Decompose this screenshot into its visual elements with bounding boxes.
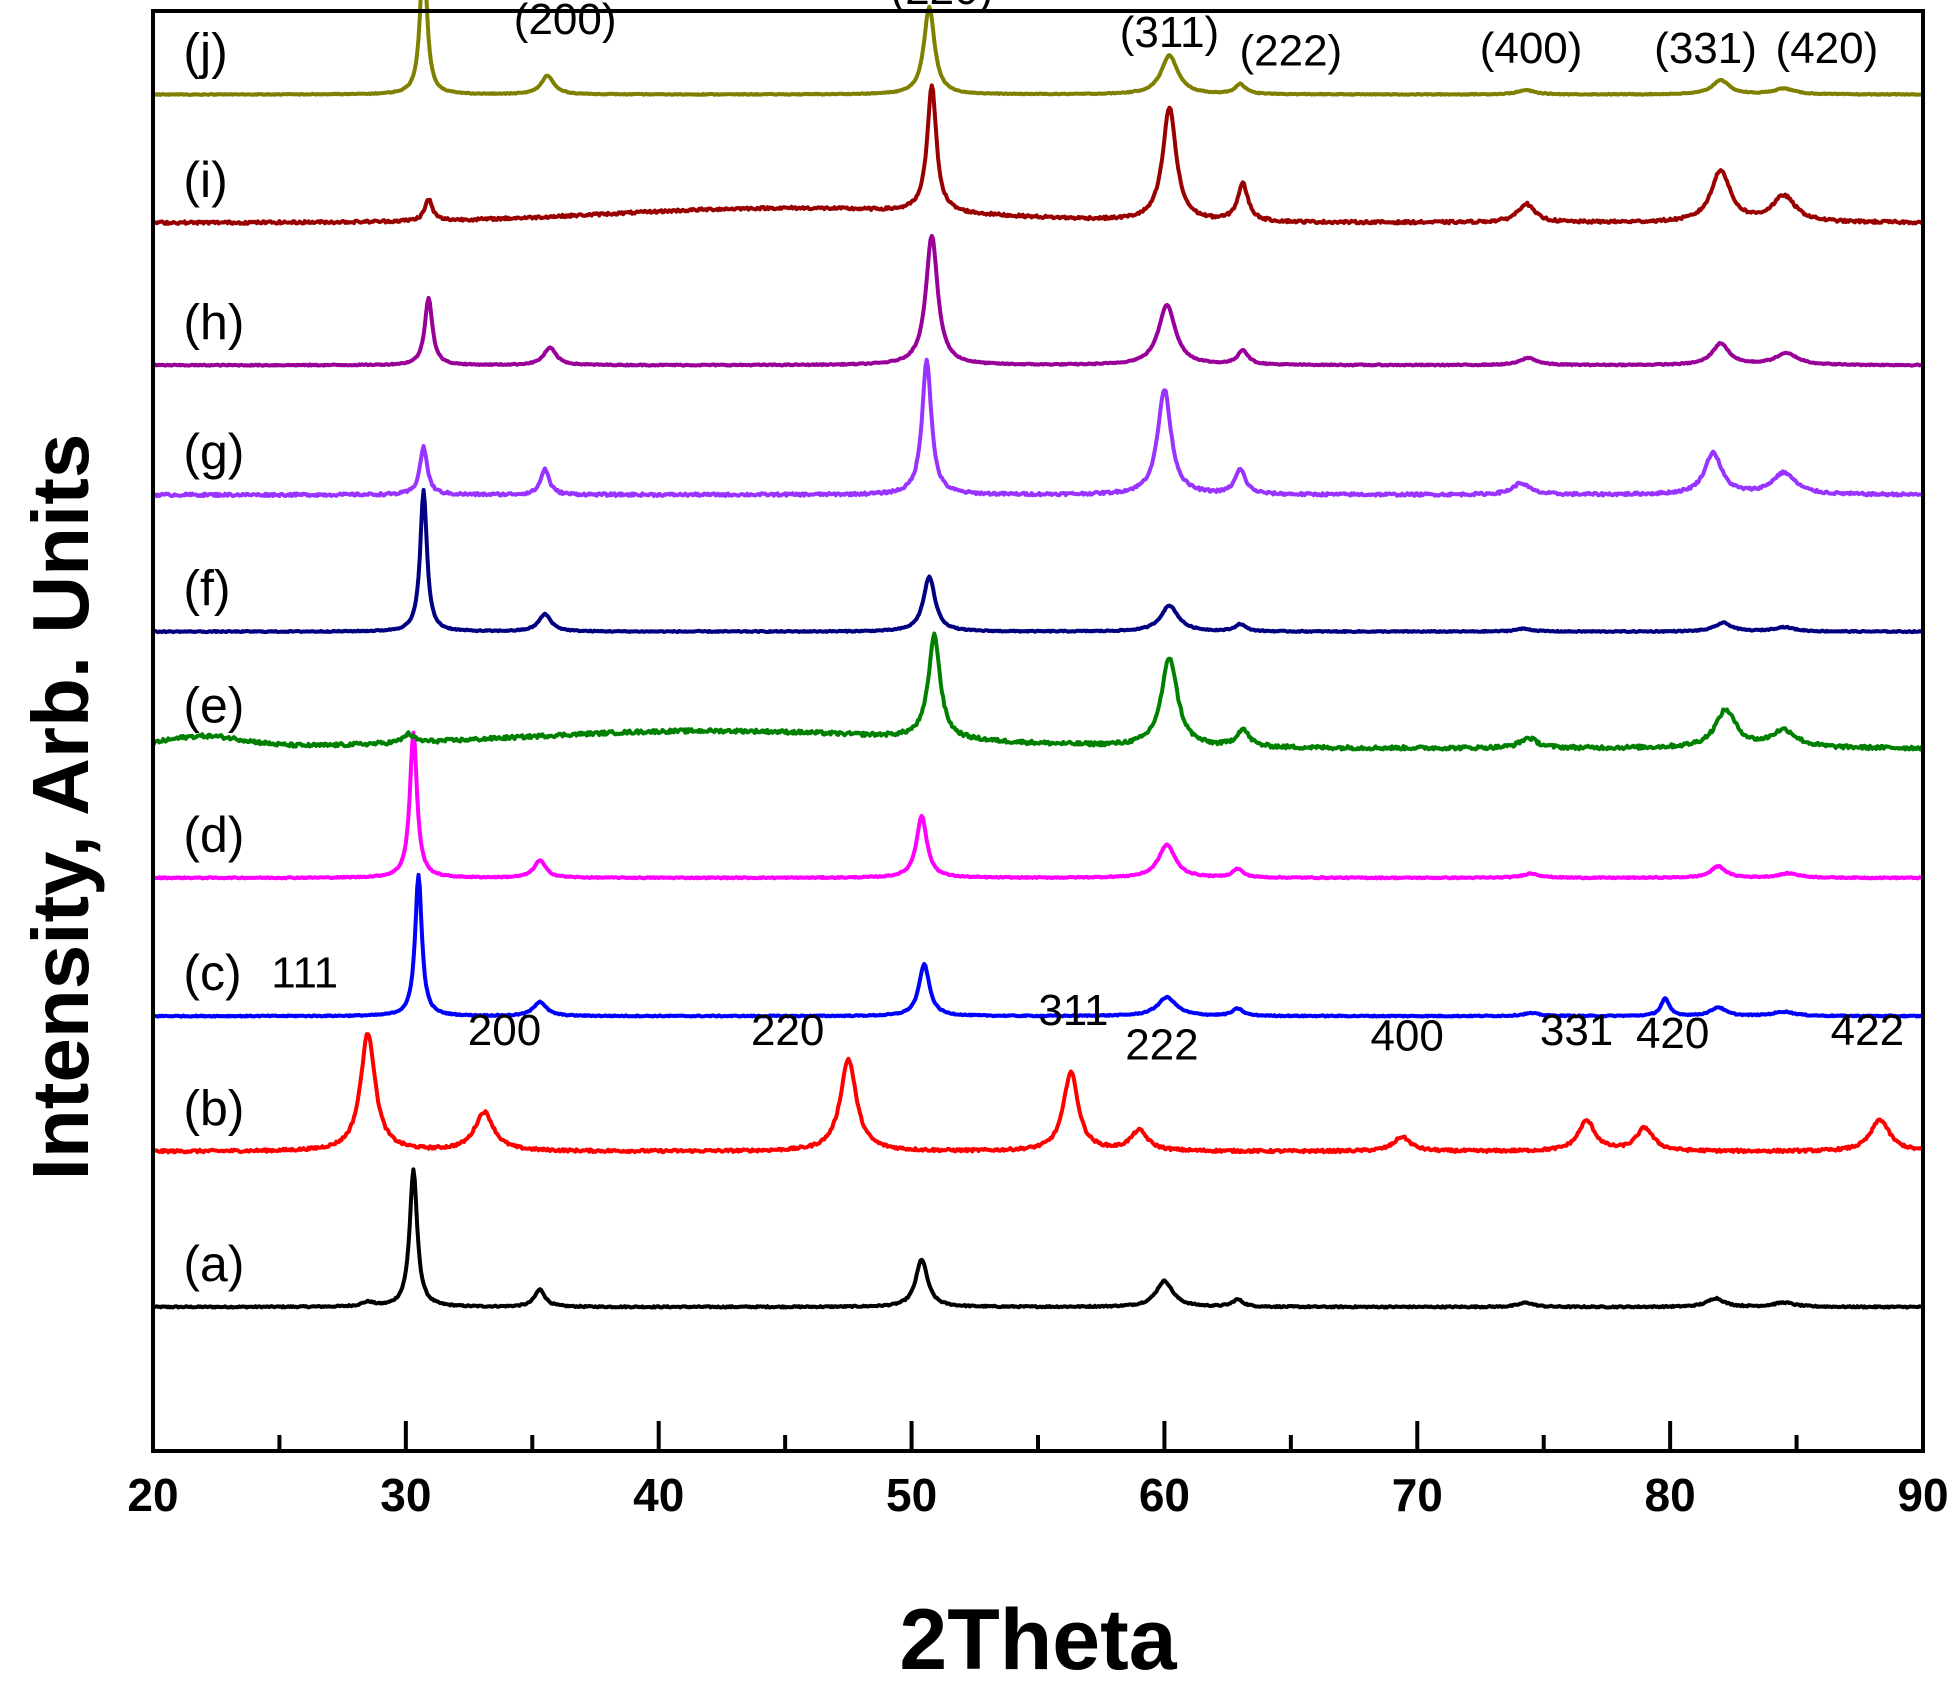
x-tick-label: 80 — [1645, 1469, 1696, 1521]
series-label-e: (e) — [183, 677, 244, 733]
series-line-f — [152, 488, 1924, 635]
series-line-h — [152, 233, 1924, 368]
series-label-b: (b) — [183, 1081, 244, 1137]
peak-annotation: 200 — [468, 1006, 541, 1055]
x-tick-label: 40 — [633, 1469, 684, 1521]
peak-annotation: 422 — [1831, 1006, 1904, 1055]
series-line-g — [151, 357, 1925, 499]
series-label-a: (a) — [183, 1236, 244, 1292]
peak-annotation: (400) — [1480, 24, 1583, 73]
y-axis-title: Intensity, Arb. Units — [16, 434, 105, 1181]
series-line-c — [152, 872, 1924, 1019]
series-label-d: (d) — [183, 807, 244, 863]
series-label-c: (c) — [183, 945, 241, 1001]
series-label-f: (f) — [183, 561, 230, 617]
series-label-j: (j) — [183, 24, 227, 80]
peak-annotation: 331 — [1540, 1006, 1613, 1055]
peak-annotation: 222 — [1125, 1020, 1198, 1069]
series-line-i — [151, 83, 1925, 226]
x-axis-title: 2Theta — [899, 1592, 1177, 1688]
x-tick-label: 90 — [1897, 1469, 1948, 1521]
x-tick-label: 20 — [127, 1469, 178, 1521]
series-line-d — [151, 730, 1924, 881]
peak-annotation: (311) — [1120, 8, 1219, 57]
peak-annotation: 220 — [751, 1006, 824, 1055]
series-line-e — [151, 631, 1925, 752]
peak-annotation: 311 — [1038, 986, 1108, 1035]
peak-annotation: (420) — [1776, 24, 1879, 73]
peak-annotation: (331) — [1654, 24, 1757, 73]
series-label-g: (g) — [183, 424, 244, 480]
x-axis-tick-labels: 20 30 40 50 60 70 80 90 — [127, 1469, 1948, 1521]
peak-annotation: (222) — [1239, 27, 1342, 76]
x-tick-label: 30 — [380, 1469, 431, 1521]
series-label-i: (i) — [183, 152, 227, 208]
peak-annotation: (200) — [514, 0, 617, 44]
series-label-layer: (a) (b) (c) (d) (e) (f) (g) (h) (i) (j) — [183, 24, 244, 1292]
series-layer — [151, 0, 1925, 1310]
series-line-j — [152, 0, 1924, 97]
series-label-h: (h) — [183, 294, 244, 350]
peak-annotation: 420 — [1636, 1009, 1709, 1058]
series-line-a — [152, 1167, 1924, 1310]
x-axis-ticks — [151, 1421, 1925, 1451]
peak-annotation: 111 — [271, 948, 338, 997]
peak-annotation: 400 — [1370, 1012, 1443, 1061]
x-tick-label: 70 — [1392, 1469, 1443, 1521]
peak-annotation-layer: (111)(200)(220)(311)(222)(400)(331)(420)… — [271, 0, 1904, 1069]
series-line-b — [151, 1032, 1924, 1155]
x-tick-label: 60 — [1139, 1469, 1190, 1521]
x-tick-label: 50 — [886, 1469, 937, 1521]
